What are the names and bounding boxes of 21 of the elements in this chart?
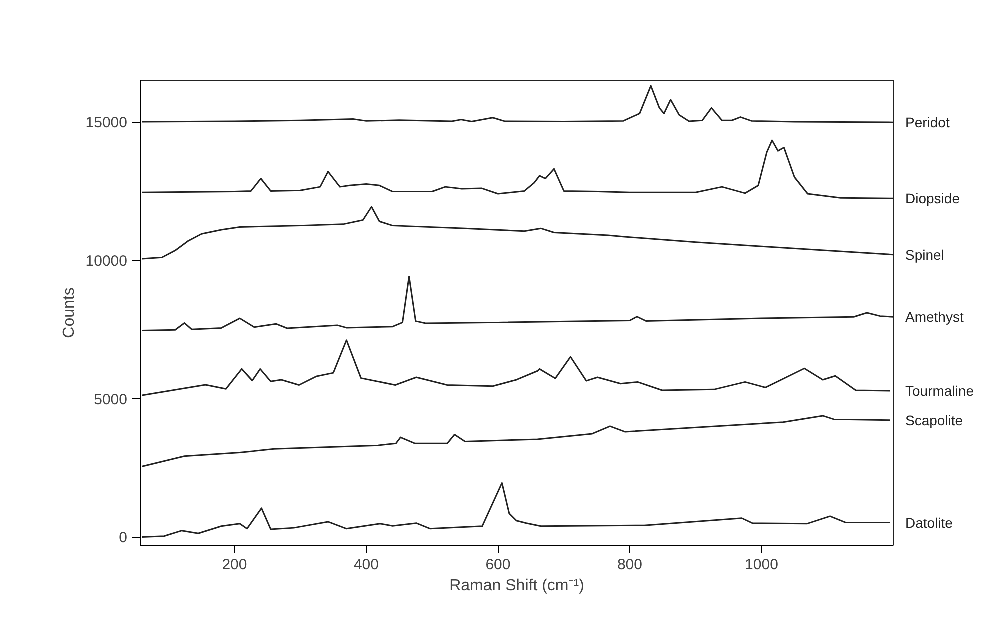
x-axis-title: Raman Shift (cm⁻¹) xyxy=(450,578,584,594)
series-label: Diopside xyxy=(906,190,960,207)
y-tick-label: 5000 xyxy=(94,391,128,408)
x-tick-label: 400 xyxy=(354,556,379,574)
line-series xyxy=(142,340,891,396)
line-series xyxy=(142,415,891,468)
x-tick-label: 800 xyxy=(617,556,642,574)
x-tick-label: 200 xyxy=(222,556,248,574)
x-tick-label: 600 xyxy=(486,556,511,574)
series-label: Datolite xyxy=(906,514,954,531)
x-tick-label: 1000 xyxy=(745,556,778,574)
series-label: Tourmaline xyxy=(906,383,974,400)
line-series xyxy=(142,482,891,538)
y-tick-label: 0 xyxy=(119,530,128,547)
series-label: Spinel xyxy=(906,246,944,263)
series-label: Scapolite xyxy=(906,412,964,428)
y-tick-label: 10000 xyxy=(86,252,128,270)
series-label: Amethyst xyxy=(906,309,964,326)
y-tick-label: 15000 xyxy=(86,114,128,132)
y-axis-title: Counts xyxy=(60,288,78,338)
series-label: Peridot xyxy=(906,114,950,131)
